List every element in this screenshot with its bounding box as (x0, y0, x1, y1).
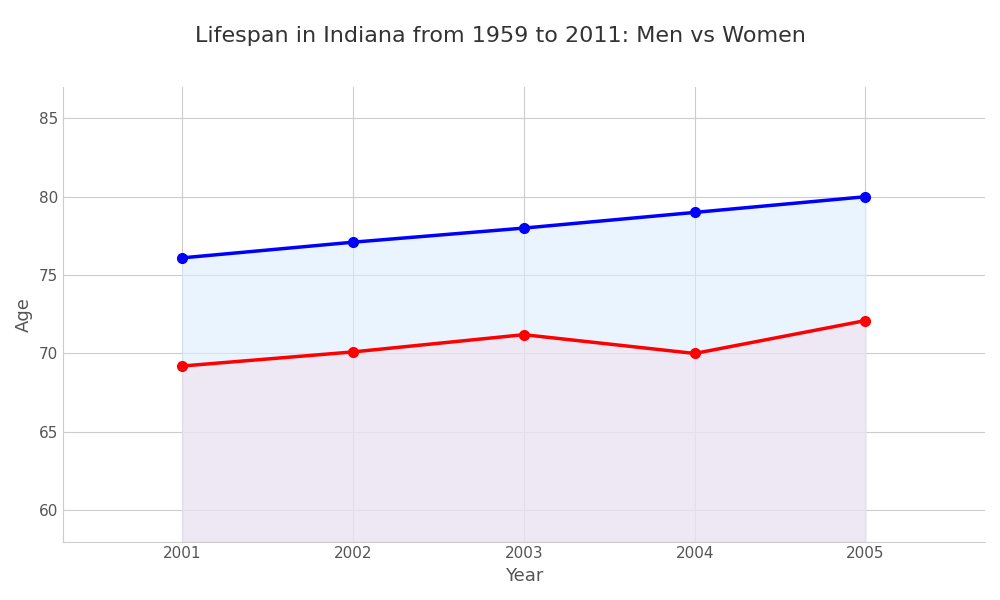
Y-axis label: Age: Age (15, 297, 33, 332)
Text: Lifespan in Indiana from 1959 to 2011: Men vs Women: Lifespan in Indiana from 1959 to 2011: M… (195, 26, 805, 46)
X-axis label: Year: Year (505, 567, 543, 585)
